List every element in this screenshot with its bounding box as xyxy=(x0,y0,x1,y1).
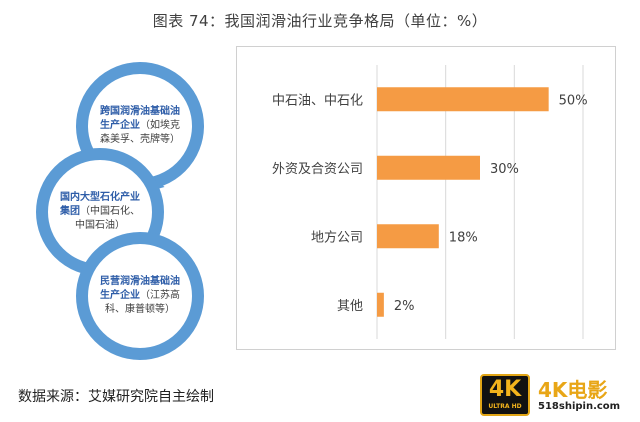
bar xyxy=(377,292,384,317)
logo-ultra-text: ULTRA HD xyxy=(488,403,522,410)
logo-badge: 4K ULTRA HD xyxy=(480,374,530,416)
ring-2-title: 国内大型石化产业集团 xyxy=(60,192,140,217)
ring-2-note: （中国石化、中国石油） xyxy=(75,206,140,231)
logo-4k-text: 4K xyxy=(488,377,522,402)
ring-1-title: 跨国润滑油基础油生产企业 xyxy=(100,106,180,131)
bar-chart: 中石油、中石化 50% 外资及合资公司 30% 地方公司 18% 其他 2% xyxy=(272,65,588,339)
bar xyxy=(377,155,480,180)
bar xyxy=(377,87,549,112)
value-label: 30% xyxy=(490,162,519,177)
category-label: 中石油、中石化 xyxy=(272,93,363,108)
data-source: 数据来源：艾媒研究院自主绘制 xyxy=(18,389,214,405)
category-label: 其他 xyxy=(337,299,363,314)
ring-private-enterprises: 民营润滑油基础油生产企业（江苏高科、康普顿等） xyxy=(76,232,204,360)
chart-title: 图表 74：我国润滑油行业竞争格局（单位：%） xyxy=(152,12,488,30)
category-label: 外资及合资公司 xyxy=(272,162,363,177)
industry-structure-diagram: 跨国润滑油基础油生产企业（如埃克森美孚、壳牌等） 国内大型石化产业集团（中国石化… xyxy=(36,62,236,362)
value-label: 18% xyxy=(449,230,478,245)
watermark-logo: 4K ULTRA HD 4K电影 518shipin.com xyxy=(480,374,636,418)
ring-1-note: （如埃克森美孚、壳牌等） xyxy=(100,120,180,145)
logo-url: 518shipin.com xyxy=(538,401,621,412)
logo-name: 4K电影 xyxy=(538,378,608,402)
bar-chart-frame: 中石油、中石化 50% 外资及合资公司 30% 地方公司 18% 其他 2% xyxy=(236,46,616,350)
value-label: 50% xyxy=(559,93,588,108)
category-label: 地方公司 xyxy=(311,229,363,245)
value-label: 2% xyxy=(394,299,415,314)
bar xyxy=(377,224,439,249)
ring-3-note: （江苏高科、康普顿等） xyxy=(105,290,180,315)
ring-3-title: 民营润滑油基础油生产企业 xyxy=(100,276,180,301)
